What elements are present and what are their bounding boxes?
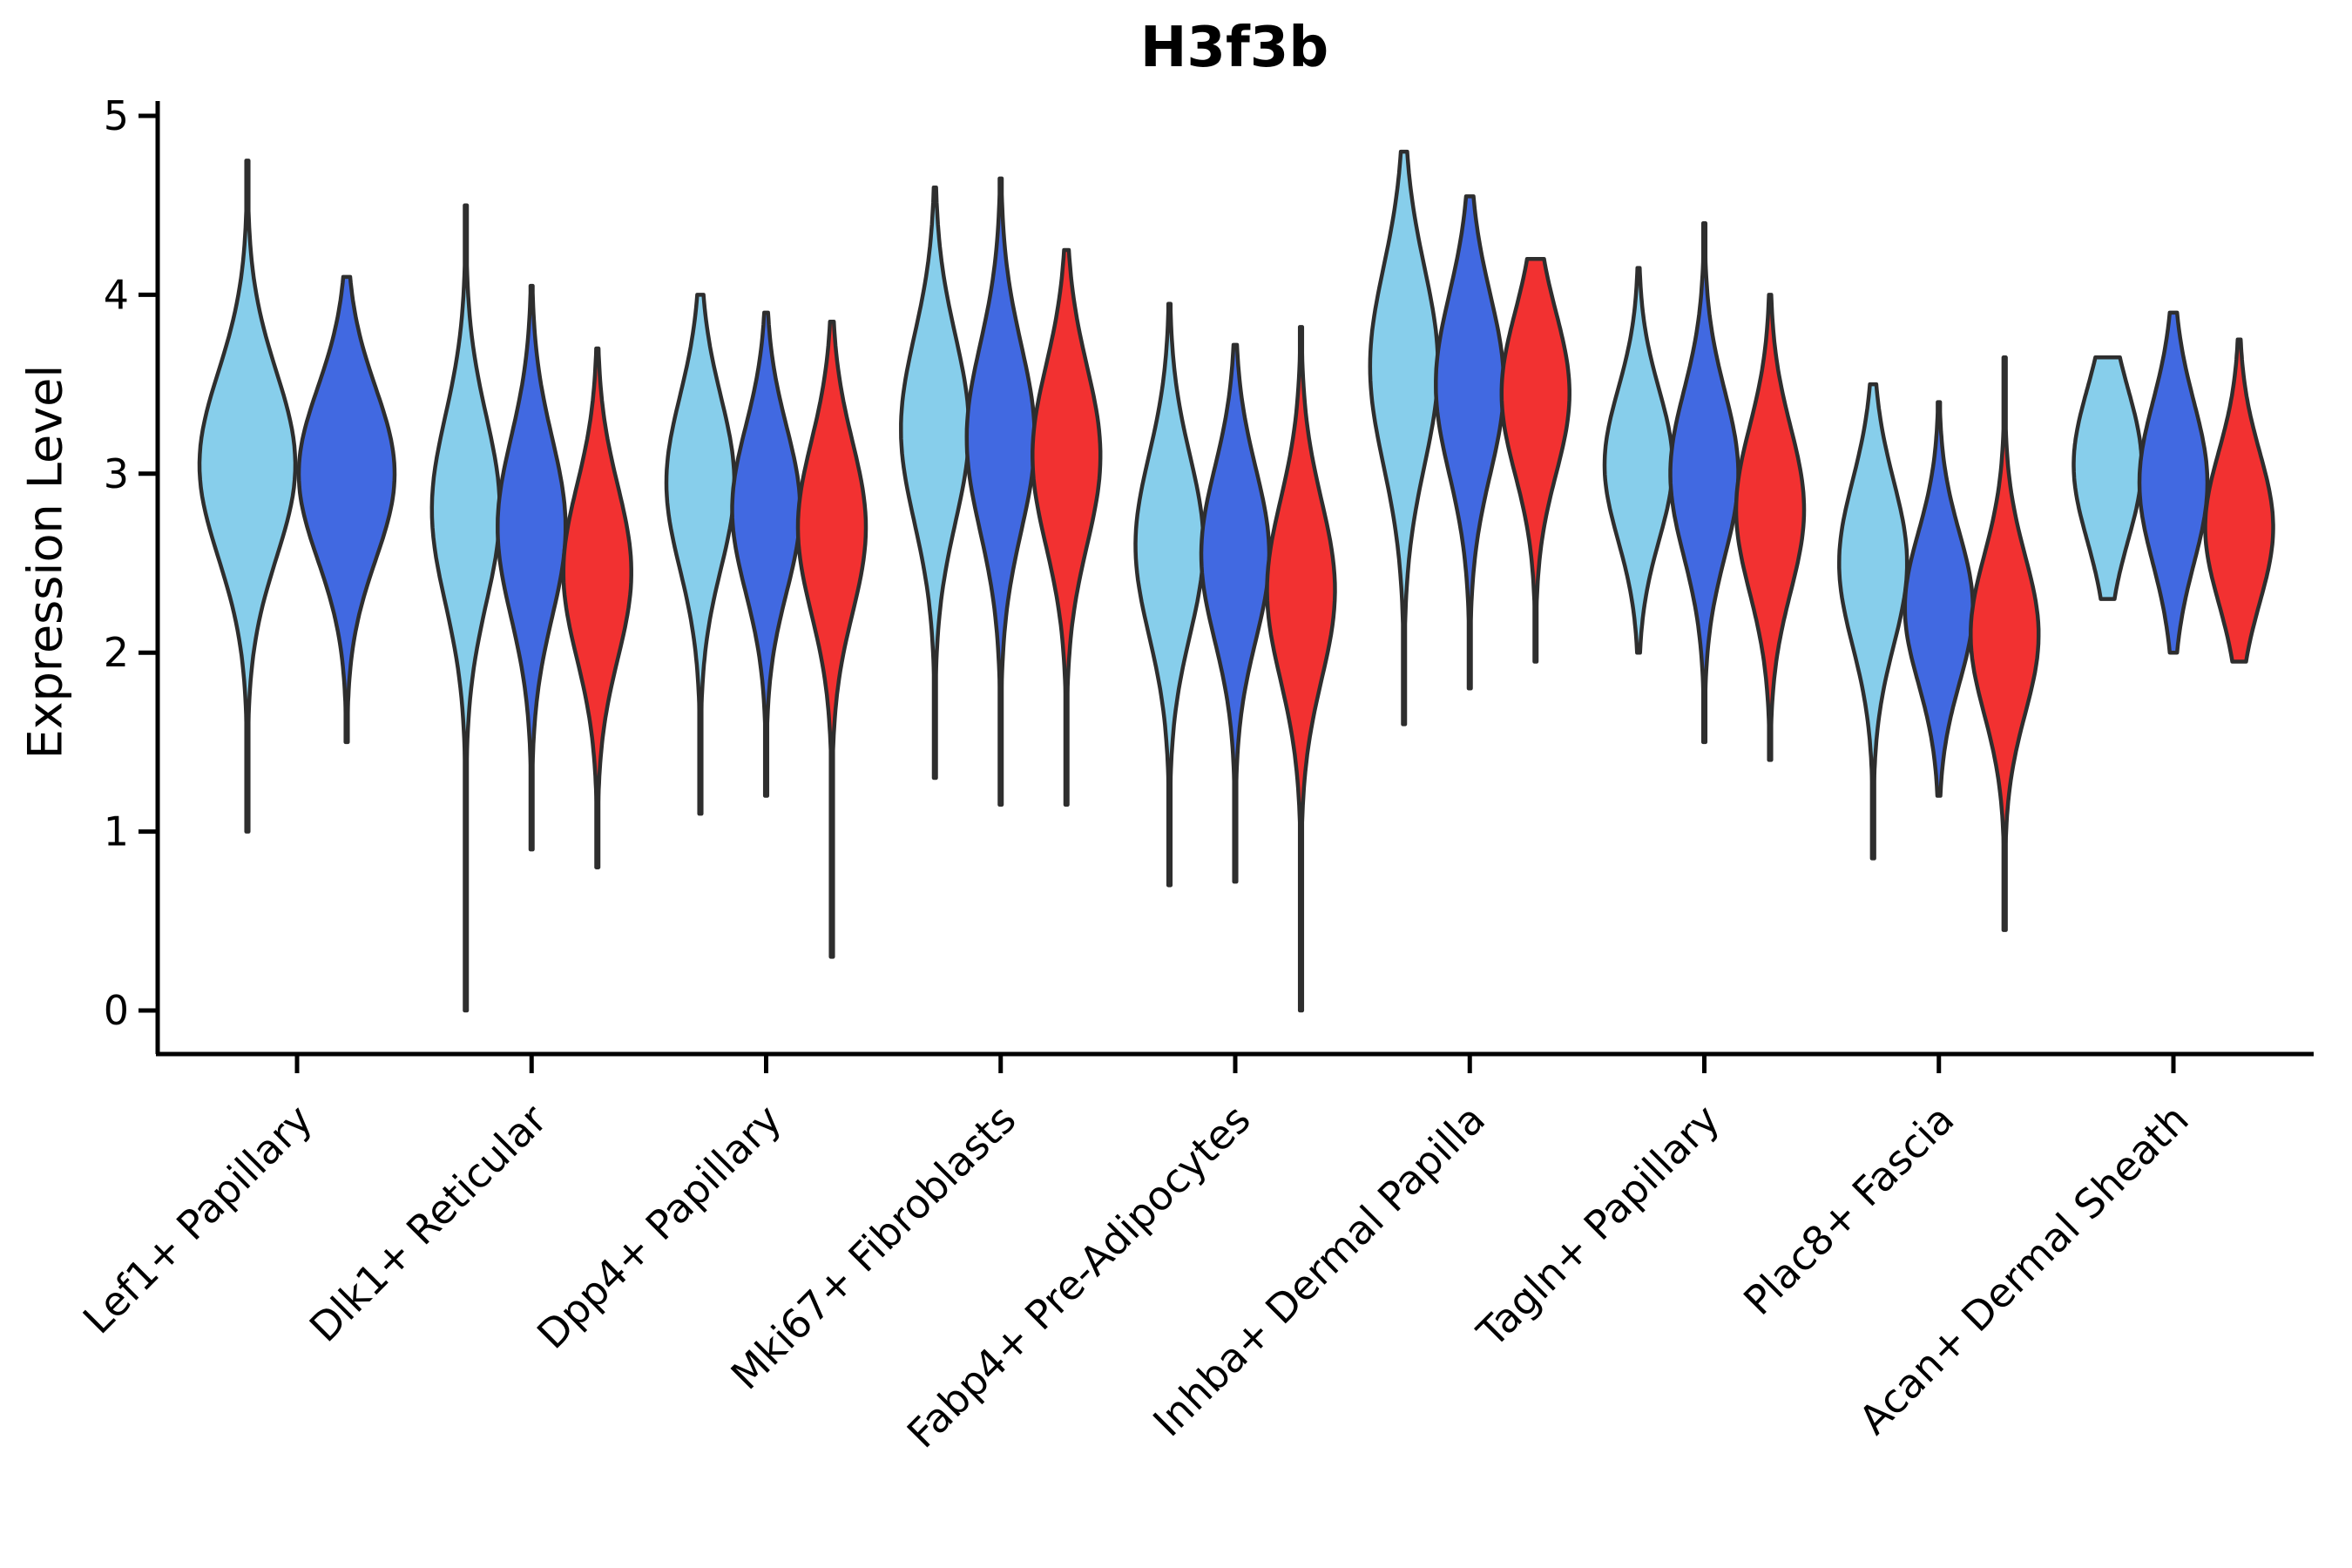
violin-plac8-fascia-hue2 (1903, 400, 1975, 798)
y-tick-label: 4 (104, 271, 129, 318)
violin-inhba-dermal-papilla-hue1 (1368, 149, 1441, 727)
violin-acan-dermal-sheath-hue2 (2137, 310, 2210, 655)
violin-inhba-dermal-papilla-hue3 (1499, 257, 1571, 664)
violin-mki67-fibroblasts-hue3 (1031, 247, 1103, 808)
x-tick-label: Tagln+ Papillary (1468, 1096, 1729, 1357)
violin-lef1-papillary-hue1 (197, 159, 298, 834)
chart-title: H3f3b (1139, 16, 1329, 80)
violin-fabp4-pre-adipocytes-hue1 (1133, 301, 1206, 888)
violin-inhba-dermal-papilla-hue2 (1434, 194, 1506, 691)
violin-mki67-fibroblasts-hue1 (899, 185, 971, 781)
violin-dlk1-reticular-hue3 (561, 346, 633, 869)
x-tick-label: Plac8+ Fascia (1734, 1096, 1963, 1324)
violin-dpp4-papillary-hue3 (795, 319, 868, 959)
x-tick-label: Lef1+ Papillary (74, 1096, 321, 1343)
y-tick-label: 3 (104, 450, 129, 497)
x-tick-label: Dlk1+ Reticular (301, 1096, 556, 1351)
violin-acan-dermal-sheath-hue3 (2203, 337, 2275, 664)
y-tick-label: 2 (104, 629, 129, 676)
violin-lef1-papillary-hue2 (296, 274, 397, 745)
violin-dlk1-reticular-hue1 (429, 203, 502, 1013)
violin-acan-dermal-sheath-hue1 (2072, 355, 2144, 601)
violin-plac8-fascia-hue3 (1969, 355, 2041, 932)
violin-mki67-fibroblasts-hue2 (964, 176, 1037, 808)
y-tick-label: 1 (104, 808, 129, 855)
y-tick-label: 5 (104, 92, 129, 139)
violin-fabp4-pre-adipocytes-hue3 (1265, 325, 1337, 1013)
violin-tagln-papillary-hue2 (1668, 220, 1740, 745)
violin-fabp4-pre-adipocytes-hue2 (1199, 342, 1272, 884)
violin-plac8-fascia-hue1 (1837, 382, 1909, 861)
y-axis-label: Expression Level (17, 364, 73, 760)
y-tick-label: 0 (104, 987, 129, 1034)
violin-tagln-papillary-hue1 (1602, 266, 1675, 655)
violin-dlk1-reticular-hue2 (496, 283, 568, 852)
violin-dpp4-papillary-hue2 (730, 310, 802, 798)
violin-dpp4-papillary-hue1 (664, 293, 737, 816)
violin-tagln-papillary-hue3 (1734, 293, 1807, 762)
x-tick-label: Dpp4+ Papillary (528, 1096, 790, 1358)
